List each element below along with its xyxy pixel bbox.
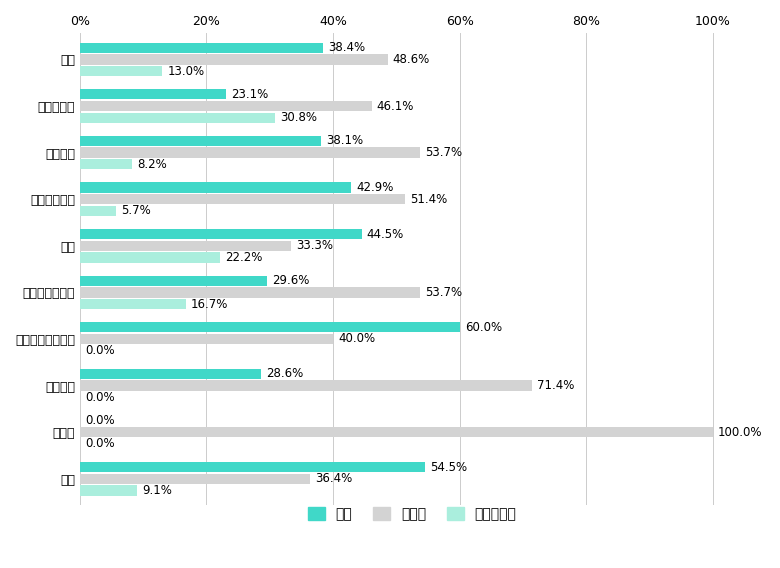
Text: 60.0%: 60.0% (465, 321, 502, 334)
Text: 30.8%: 30.8% (280, 111, 317, 124)
Text: 0.0%: 0.0% (85, 437, 115, 450)
Text: 53.7%: 53.7% (425, 146, 462, 159)
Bar (80, 427, 713, 437)
Text: 33.3%: 33.3% (296, 239, 333, 252)
Bar (80, 322, 459, 332)
Text: 28.6%: 28.6% (266, 367, 303, 381)
Text: 16.7%: 16.7% (190, 298, 228, 311)
Bar (80, 66, 162, 76)
Bar (80, 229, 362, 239)
Bar (80, 101, 372, 111)
Text: 36.4%: 36.4% (315, 472, 353, 485)
Bar (80, 462, 425, 472)
Text: 0.0%: 0.0% (85, 344, 115, 357)
Bar (80, 55, 388, 65)
Text: 8.2%: 8.2% (136, 158, 167, 171)
Text: 40.0%: 40.0% (339, 332, 375, 345)
Bar (80, 275, 268, 286)
Bar (80, 206, 116, 216)
Bar (80, 474, 310, 484)
Text: 9.1%: 9.1% (143, 484, 172, 497)
Text: 51.4%: 51.4% (410, 193, 448, 206)
Bar (80, 148, 420, 158)
Text: 71.4%: 71.4% (537, 379, 574, 392)
Bar (80, 112, 275, 123)
Text: 13.0%: 13.0% (167, 65, 204, 78)
Bar (80, 485, 137, 495)
Bar (80, 287, 420, 298)
Text: 0.0%: 0.0% (85, 414, 115, 427)
Text: 0.0%: 0.0% (85, 391, 115, 404)
Text: 46.1%: 46.1% (377, 99, 414, 112)
Text: 38.1%: 38.1% (326, 135, 363, 148)
Bar (80, 369, 261, 379)
Text: 23.1%: 23.1% (231, 88, 268, 101)
Bar (80, 89, 226, 99)
Text: 100.0%: 100.0% (718, 425, 763, 438)
Bar (80, 43, 323, 53)
Bar (80, 182, 352, 193)
Bar (80, 299, 186, 309)
Bar (80, 136, 321, 146)
Text: 53.7%: 53.7% (425, 286, 462, 299)
Legend: はい, いいえ, わからない: はい, いいえ, わからない (303, 502, 522, 527)
Bar (80, 194, 406, 204)
Text: 38.4%: 38.4% (328, 41, 365, 55)
Text: 22.2%: 22.2% (225, 251, 263, 264)
Text: 54.5%: 54.5% (430, 461, 467, 474)
Text: 48.6%: 48.6% (392, 53, 430, 66)
Bar (80, 334, 333, 344)
Text: 29.6%: 29.6% (272, 274, 310, 287)
Bar (80, 252, 221, 262)
Bar (80, 159, 132, 169)
Text: 5.7%: 5.7% (121, 204, 151, 218)
Bar (80, 381, 532, 391)
Bar (80, 241, 291, 251)
Text: 44.5%: 44.5% (367, 228, 404, 241)
Text: 42.9%: 42.9% (356, 181, 394, 194)
